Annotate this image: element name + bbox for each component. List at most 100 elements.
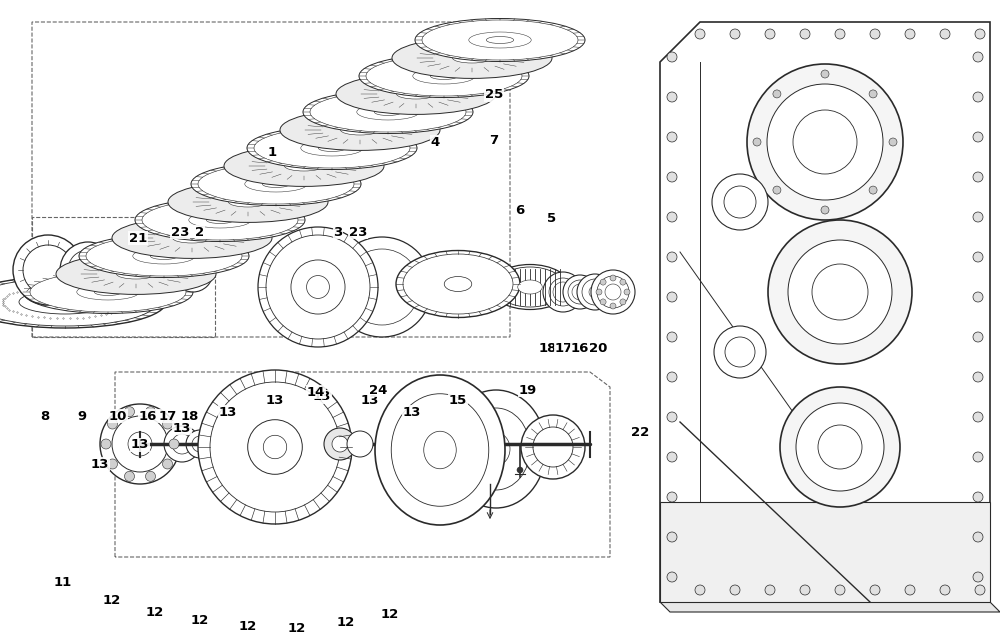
Ellipse shape [462, 408, 530, 490]
Circle shape [821, 70, 829, 78]
Text: 13: 13 [91, 458, 109, 470]
Ellipse shape [189, 212, 251, 228]
Text: 18: 18 [181, 410, 199, 423]
Bar [660, 502, 990, 602]
Circle shape [68, 250, 108, 290]
Circle shape [667, 492, 677, 502]
Circle shape [543, 272, 583, 312]
Ellipse shape [396, 250, 520, 317]
Ellipse shape [495, 267, 565, 307]
Circle shape [889, 138, 897, 146]
Text: 12: 12 [191, 614, 209, 626]
Circle shape [940, 29, 950, 39]
Ellipse shape [482, 432, 510, 466]
Polygon shape [660, 602, 1000, 612]
Text: 12: 12 [337, 616, 355, 628]
Circle shape [667, 292, 677, 302]
Circle shape [667, 412, 677, 422]
Circle shape [169, 439, 179, 449]
Text: 19: 19 [519, 384, 537, 396]
Circle shape [973, 292, 983, 302]
Circle shape [128, 432, 152, 456]
Ellipse shape [135, 198, 305, 241]
Circle shape [724, 186, 756, 218]
Circle shape [768, 220, 912, 364]
Ellipse shape [262, 181, 290, 188]
Text: 12: 12 [146, 605, 164, 619]
Text: 12: 12 [381, 607, 399, 621]
Circle shape [667, 452, 677, 462]
Circle shape [796, 403, 884, 491]
Ellipse shape [490, 265, 570, 310]
Text: 6: 6 [515, 204, 525, 217]
Circle shape [973, 492, 983, 502]
Circle shape [753, 138, 761, 146]
Ellipse shape [86, 236, 242, 276]
Circle shape [973, 132, 983, 142]
Ellipse shape [391, 394, 489, 506]
Circle shape [973, 332, 983, 342]
Ellipse shape [0, 276, 166, 328]
Circle shape [589, 286, 601, 298]
Ellipse shape [413, 68, 475, 84]
Ellipse shape [336, 73, 496, 114]
Circle shape [725, 337, 755, 367]
Text: 4: 4 [430, 135, 440, 149]
Circle shape [563, 275, 597, 309]
Circle shape [198, 370, 352, 524]
Circle shape [975, 29, 985, 39]
Ellipse shape [318, 145, 346, 152]
Text: 13: 13 [403, 406, 421, 418]
Circle shape [597, 276, 629, 308]
Ellipse shape [79, 234, 249, 277]
Ellipse shape [469, 32, 531, 48]
Circle shape [533, 427, 573, 467]
Ellipse shape [374, 109, 402, 116]
Circle shape [60, 242, 116, 298]
Circle shape [610, 275, 616, 281]
Circle shape [667, 572, 677, 582]
Circle shape [667, 132, 677, 142]
Circle shape [695, 29, 705, 39]
Ellipse shape [245, 176, 307, 192]
Text: 5: 5 [547, 212, 557, 224]
Circle shape [973, 52, 983, 62]
Circle shape [712, 174, 768, 230]
Text: 13: 13 [313, 391, 331, 403]
Circle shape [800, 585, 810, 595]
Ellipse shape [254, 128, 410, 168]
Circle shape [106, 254, 138, 286]
Circle shape [973, 412, 983, 422]
Circle shape [600, 299, 606, 305]
Ellipse shape [77, 284, 139, 300]
Ellipse shape [150, 253, 178, 260]
Ellipse shape [430, 73, 458, 80]
Circle shape [973, 172, 983, 182]
Ellipse shape [357, 104, 419, 120]
Circle shape [179, 258, 207, 286]
Text: 10: 10 [109, 410, 127, 423]
Ellipse shape [198, 164, 354, 204]
Circle shape [667, 212, 677, 222]
Text: 13: 13 [361, 394, 379, 406]
Text: 7: 7 [489, 133, 499, 147]
Ellipse shape [19, 290, 111, 314]
Text: 3: 3 [333, 226, 343, 238]
Ellipse shape [142, 200, 298, 240]
Ellipse shape [424, 431, 456, 469]
Circle shape [973, 212, 983, 222]
Text: 24: 24 [369, 384, 387, 396]
Circle shape [870, 585, 880, 595]
Circle shape [667, 332, 677, 342]
Circle shape [620, 279, 626, 285]
Circle shape [112, 416, 168, 472]
Circle shape [869, 90, 877, 98]
Circle shape [818, 425, 862, 469]
Circle shape [154, 254, 190, 290]
Circle shape [98, 246, 146, 294]
Circle shape [835, 585, 845, 595]
Circle shape [667, 252, 677, 262]
Ellipse shape [486, 37, 514, 44]
Text: 20: 20 [589, 341, 607, 355]
Ellipse shape [396, 89, 436, 99]
